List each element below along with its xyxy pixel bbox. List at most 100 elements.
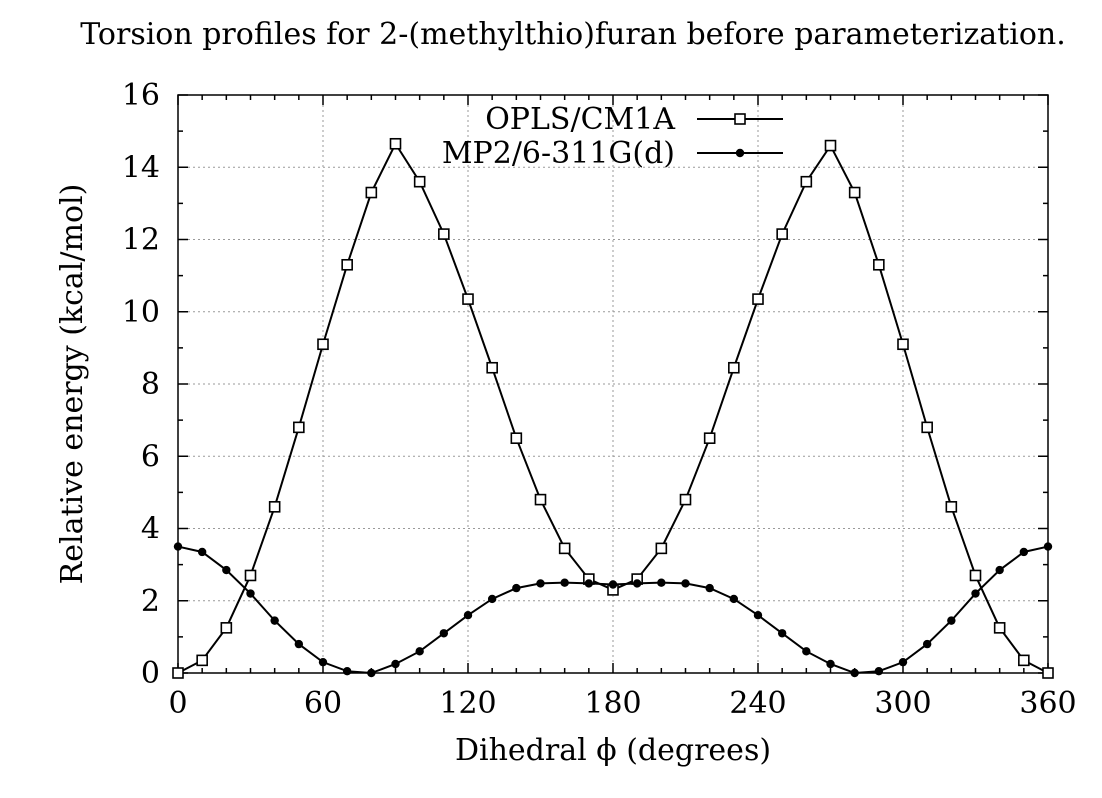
y-tick-label: 10 — [122, 295, 160, 330]
y-tick-label: 16 — [122, 78, 160, 113]
data-point — [703, 432, 716, 444]
data-point — [947, 616, 956, 625]
x-axis-label: Dihedral ϕ (degrees) — [455, 733, 771, 768]
data-point — [1043, 542, 1053, 551]
data-point — [534, 493, 547, 506]
data-point — [800, 175, 813, 188]
data-point — [922, 639, 932, 649]
data-point — [558, 542, 571, 555]
data-point — [632, 579, 642, 588]
data-point — [850, 668, 859, 678]
x-tick-label: 360 — [1019, 686, 1076, 721]
x-tick-label: 60 — [304, 686, 342, 721]
data-point — [415, 647, 424, 656]
chart-title: Torsion profiles for 2-(methylthio)furan… — [80, 17, 1066, 52]
y-tick-label: 6 — [141, 439, 160, 474]
data-point — [752, 293, 764, 305]
data-point — [389, 137, 402, 150]
data-point — [317, 338, 329, 351]
data-point — [487, 594, 497, 604]
y-axis-label: Relative energy (kcal/mol) — [55, 184, 90, 585]
y-tick-labels: 0 2 4 6 8 10 12 14 16 — [122, 78, 160, 691]
x-tick-label: 240 — [729, 686, 786, 721]
data-point — [439, 629, 449, 638]
data-point — [584, 579, 594, 588]
data-point — [413, 175, 426, 188]
legend-marker — [735, 148, 745, 158]
data-point — [776, 228, 788, 240]
data-point — [777, 629, 787, 638]
x-tick-label: 120 — [439, 686, 496, 721]
series — [172, 137, 1054, 679]
data-point — [608, 580, 618, 589]
data-point — [510, 432, 523, 444]
data-point — [268, 501, 281, 513]
data-point — [293, 421, 305, 434]
data-point — [244, 569, 257, 582]
data-point — [196, 654, 208, 667]
data-point — [993, 622, 1006, 634]
data-point — [897, 338, 909, 351]
data-point — [728, 361, 740, 374]
data-point — [341, 258, 353, 271]
data-point — [438, 228, 450, 240]
x-tick-label: 300 — [874, 686, 931, 721]
data-point — [848, 186, 861, 199]
legend-label: OPLS/CM1A — [485, 102, 675, 137]
x-tick-label: 0 — [168, 686, 187, 721]
x-tick-labels: 0 60 120 180 240 300 360 — [168, 686, 1076, 721]
data-point — [318, 657, 328, 667]
data-point — [536, 579, 545, 588]
data-point — [753, 611, 763, 620]
data-point — [681, 579, 690, 588]
data-point — [824, 139, 837, 152]
data-point — [462, 293, 474, 305]
data-point — [391, 659, 400, 669]
data-point — [173, 542, 183, 551]
series-opls-cm1a — [172, 137, 1054, 679]
data-point — [367, 668, 376, 678]
data-point — [971, 589, 980, 598]
data-point — [679, 493, 692, 506]
data-point — [826, 659, 835, 669]
data-point — [172, 667, 184, 679]
data-point — [270, 616, 279, 625]
data-point — [486, 361, 498, 374]
y-tick-label: 8 — [141, 367, 160, 402]
data-point — [246, 589, 255, 598]
data-point — [921, 421, 933, 434]
y-tick-label: 4 — [141, 512, 160, 547]
data-point — [898, 657, 908, 667]
data-point — [969, 569, 982, 582]
data-point — [197, 547, 207, 557]
data-point — [1042, 667, 1054, 679]
y-tick-label: 2 — [141, 584, 160, 619]
grid — [178, 95, 1048, 673]
data-point — [705, 583, 714, 593]
data-point — [1018, 654, 1030, 667]
data-point — [873, 258, 885, 271]
data-point — [463, 611, 473, 620]
data-point — [294, 639, 304, 649]
data-point — [729, 594, 739, 604]
y-tick-label: 14 — [122, 150, 160, 185]
data-point — [945, 501, 958, 513]
y-tick-label: 0 — [141, 656, 160, 691]
data-point — [222, 565, 231, 575]
legend-marker — [734, 113, 746, 125]
data-point — [802, 647, 811, 656]
y-tick-label: 12 — [122, 223, 160, 258]
data-point — [365, 186, 378, 199]
data-point — [874, 666, 884, 676]
legend-entry: OPLS/CM1A — [485, 102, 783, 137]
legend-label: MP2/6-311G(d) — [442, 136, 675, 171]
data-point — [1019, 547, 1029, 557]
legend-entry: MP2/6-311G(d) — [442, 136, 783, 171]
data-point — [220, 622, 233, 634]
data-point — [512, 583, 521, 593]
data-point — [655, 542, 668, 555]
data-point — [342, 666, 352, 676]
data-point — [657, 578, 666, 587]
